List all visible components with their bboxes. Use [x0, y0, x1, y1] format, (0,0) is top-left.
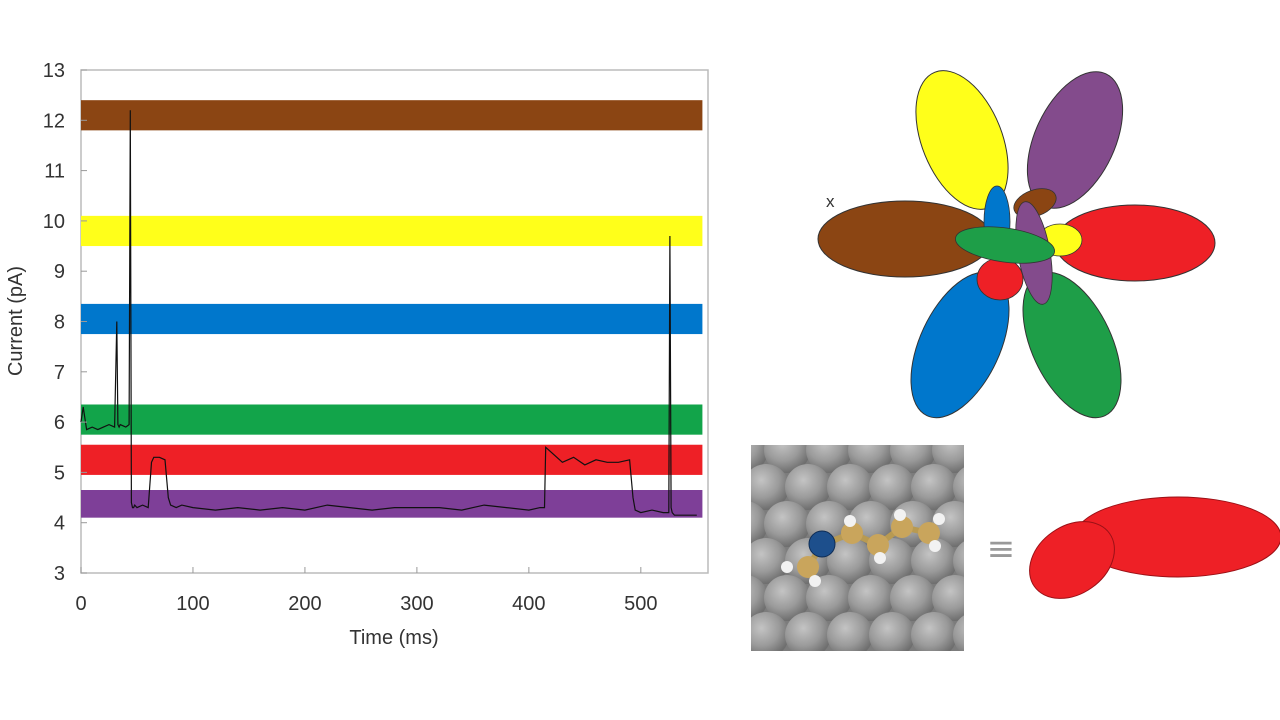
surface-atom — [911, 612, 957, 651]
y-tick-label: 8 — [54, 312, 65, 334]
surface-atom — [827, 464, 873, 510]
current-level-band-1 — [81, 100, 703, 131]
surface-atom — [827, 612, 873, 651]
surface-atom — [869, 464, 915, 510]
surface-atom — [764, 575, 810, 621]
surface-atom — [751, 464, 789, 510]
y-tick-label: 6 — [54, 412, 65, 434]
surface-atom — [932, 575, 964, 621]
surface-atom — [751, 501, 768, 547]
surface-atom — [890, 575, 936, 621]
small-red-petal — [976, 257, 1024, 301]
current-level-bands — [81, 100, 703, 518]
y-axis-title: Current (pA) — [5, 266, 27, 376]
y-tick-label: 10 — [43, 211, 65, 233]
surface-atom — [764, 501, 810, 547]
x-tick-label: 500 — [624, 593, 657, 615]
surface-atom — [848, 445, 894, 473]
y-tick-label: 5 — [54, 462, 65, 484]
x-axis-ticks: 0 100 200 300 400 500 — [75, 567, 658, 615]
small-red-ellipse — [1029, 521, 1115, 599]
x-tick-label: 100 — [176, 593, 209, 615]
current-level-band-3 — [81, 303, 703, 335]
surface-atom — [869, 612, 915, 651]
surface-atom — [911, 538, 957, 584]
surface-atom — [848, 575, 894, 621]
x-tick-label: 0 — [75, 593, 86, 615]
orientation-flower-diagram: x — [817, 70, 1216, 419]
surface-atom — [806, 575, 852, 621]
yellow-petal — [915, 70, 1009, 210]
surface-atom — [806, 445, 852, 473]
x-axis-title: Time (ms) — [349, 627, 438, 649]
surface-atom — [827, 538, 873, 584]
current-traces — [80, 110, 697, 516]
y-tick-label: 7 — [54, 362, 65, 384]
orientation-label: x — [826, 192, 835, 211]
surface-atom — [953, 615, 964, 651]
central-atom — [808, 530, 836, 558]
small-green-petal — [955, 226, 1055, 264]
y-axis-ticks: 3 4 5 6 7 8 9 10 11 12 13 — [43, 60, 87, 585]
current-level-band-6 — [81, 490, 703, 518]
y-tick-label: 4 — [54, 513, 65, 535]
x-tick-label: 300 — [400, 593, 433, 615]
y-tick-label: 9 — [54, 261, 65, 283]
green-petal — [1022, 271, 1122, 419]
molecular-snapshot — [751, 445, 964, 651]
surface-atom — [785, 464, 831, 510]
current-trace-chart: 3 4 5 6 7 8 9 10 11 12 13 0 100 200 300 400 500 Time (m… — [5, 60, 709, 649]
current-level-band-2 — [81, 215, 703, 247]
y-tick-label: 13 — [43, 60, 65, 82]
y-tick-label: 12 — [43, 110, 65, 132]
current-trace-line-1 — [80, 110, 697, 516]
surface-atom — [764, 445, 810, 473]
y-tick-label: 11 — [44, 161, 65, 183]
surface-atom — [751, 445, 768, 473]
current-level-band-5 — [81, 444, 703, 475]
surface-atom — [751, 575, 768, 621]
surface-atom — [890, 445, 936, 473]
surface-atom — [932, 501, 964, 547]
equivalence-symbol: ≡ — [987, 529, 1016, 569]
current-level-band-4 — [81, 404, 703, 435]
surface-atom — [911, 464, 957, 510]
surface-atom — [785, 612, 831, 651]
red-molecule-representation — [1029, 496, 1280, 599]
y-tick-label: 3 — [54, 563, 65, 585]
surface-atom — [953, 541, 964, 581]
surface-atom — [953, 467, 964, 507]
x-tick-label: 400 — [512, 593, 545, 615]
surface-atom — [751, 612, 789, 651]
surface-atom — [751, 538, 789, 584]
x-tick-label: 200 — [288, 593, 321, 615]
